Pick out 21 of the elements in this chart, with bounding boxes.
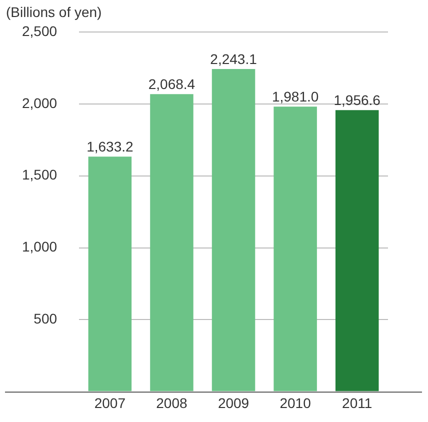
bar (335, 110, 379, 392)
bar (212, 68, 256, 392)
data-label: 2,068.4 (148, 76, 196, 92)
data-label: 2,243.1 (210, 50, 258, 67)
y-tick-label: 500 (34, 310, 58, 327)
bar (150, 94, 194, 392)
bar (88, 156, 132, 392)
y-tick-label: 1,500 (22, 166, 58, 183)
y-axis-title: (Billions of yen) (6, 4, 102, 20)
data-label: 1,633.2 (86, 138, 134, 155)
x-tick-label: 2008 (156, 394, 188, 411)
data-label: 1,956.6 (334, 92, 381, 108)
x-tick-label: 2007 (94, 394, 126, 411)
bar (274, 106, 317, 392)
data-label: 1,981.0 (272, 88, 319, 105)
x-tick-label: 2010 (280, 394, 312, 411)
y-tick-label: 1,000 (22, 238, 58, 255)
x-tick-label: 2009 (218, 394, 250, 411)
y-tick-label: 2,500 (22, 22, 58, 39)
y-tick-label: 2,000 (22, 94, 58, 111)
x-tick-label: 2011 (342, 394, 372, 411)
